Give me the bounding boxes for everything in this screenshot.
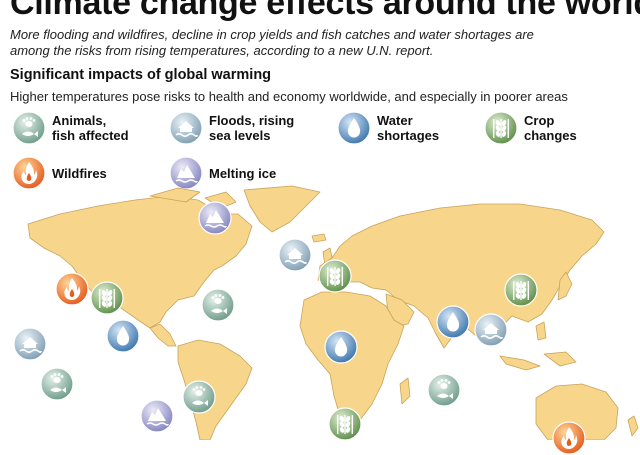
greenland-landmass <box>243 185 321 233</box>
arctic-island-a <box>149 187 201 203</box>
marker-animals-central-pacific <box>40 367 74 401</box>
marker-ice-andes <box>140 399 174 433</box>
indonesia-landmass-a <box>499 355 541 371</box>
japan-landmass <box>557 271 573 301</box>
marker-floods-eastern-pacific <box>13 327 47 361</box>
wheat-icon <box>484 111 518 145</box>
marker-crops-southern-africa <box>328 407 362 441</box>
page-title: Climate change effects around the world <box>10 0 640 22</box>
marker-water-south-asia <box>436 305 470 339</box>
flood-house-icon <box>169 111 203 145</box>
marker-animals-north-atlantic <box>201 288 235 322</box>
water-drop-icon <box>337 111 371 145</box>
madagascar-landmass <box>399 377 411 405</box>
legend-item-water: Water shortages <box>337 111 439 145</box>
legend-item-crops: Crop changes <box>484 111 577 145</box>
marker-crops-central-na <box>90 281 124 315</box>
legend-item-wildfires: Wildfires <box>12 156 107 190</box>
marker-water-north-africa <box>324 330 358 364</box>
philippines-landmass <box>535 321 547 341</box>
marker-animals-south-america <box>182 380 216 414</box>
legend-label-floods: Floods, rising sea levels <box>209 113 295 143</box>
legend-item-animals: Animals, fish affected <box>12 111 129 145</box>
page-subtitle: More flooding and wildfires, decline in … <box>10 27 534 58</box>
australia-landmass <box>535 383 619 440</box>
central-america-landmass <box>149 323 177 347</box>
legend-item-ice: Melting ice <box>169 156 276 190</box>
iceland-landmass <box>311 233 327 243</box>
marker-wildfires-western-na <box>55 272 89 306</box>
marker-crops-europe <box>318 259 352 293</box>
section-title: Significant impacts of global warming <box>10 67 272 83</box>
marker-floods-southeast-asia <box>474 313 508 347</box>
marker-wildfires-australia <box>552 421 586 455</box>
legend-label-water: Water shortages <box>377 113 440 143</box>
legend-label-wildfires: Wildfires <box>52 165 107 181</box>
indonesia-landmass-b <box>543 351 577 367</box>
marker-ice-canadian-arctic <box>198 201 232 235</box>
legend-label-crops: Crop changes <box>524 113 577 143</box>
legend-label-ice: Melting ice <box>209 165 277 181</box>
marker-water-mexico <box>106 319 140 353</box>
marker-crops-east-asia <box>504 273 538 307</box>
legend-item-floods: Floods, rising sea levels <box>169 111 294 145</box>
new-zealand-landmass <box>627 415 639 437</box>
section-subtitle: Higher temperatures pose risks to health… <box>10 89 568 104</box>
animal-paw-fish-icon <box>12 111 46 145</box>
world-map <box>27 185 639 440</box>
marker-floods-north-atlantic <box>278 238 312 272</box>
legend-label-animals: Animals, fish affected <box>52 113 129 143</box>
marker-animals-indian-ocean <box>427 373 461 407</box>
